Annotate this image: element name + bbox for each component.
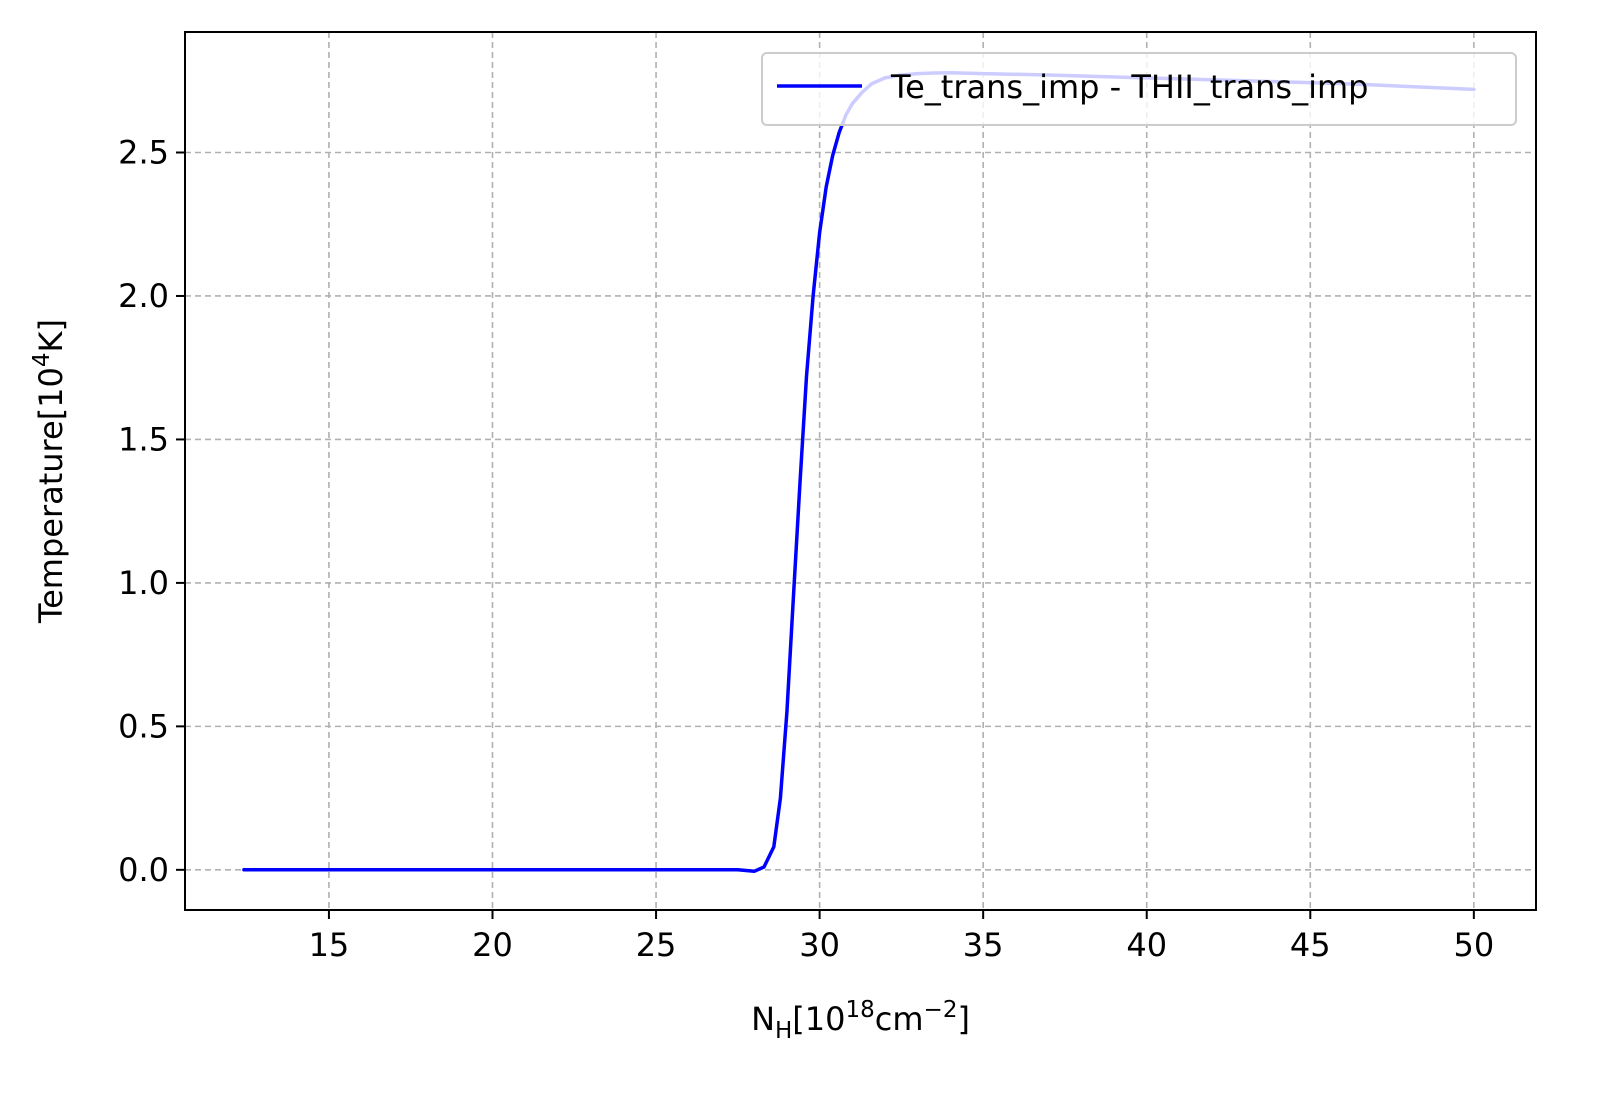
x-label-close: ] [957, 1000, 969, 1038]
y-tick-label: 0.0 [118, 851, 169, 889]
legend-label: Te_trans_imp - THII_trans_imp [890, 68, 1368, 106]
y-tick-label: 2.0 [118, 277, 169, 315]
y-label-close: K] [32, 319, 70, 352]
x-tick-label: 40 [1126, 926, 1167, 964]
y-tick-label: 1.0 [118, 564, 169, 602]
x-tick-label: 15 [309, 926, 350, 964]
x-axis-label: NH[1018cm−2] [751, 997, 970, 1044]
legend-box [761, 52, 1517, 126]
y-tick-label: 0.5 [118, 707, 169, 745]
x-label-main: N [751, 1000, 775, 1038]
x-tick-label: 35 [963, 926, 1004, 964]
legend: Te_trans_imp - THII_trans_imp [761, 52, 1517, 126]
y-axis-label: Temperature[104K] [29, 319, 70, 624]
x-label-unit-exponent: −2 [924, 997, 958, 1023]
x-tick-label: 20 [472, 926, 513, 964]
grid [185, 32, 1536, 910]
x-tick-label: 45 [1290, 926, 1331, 964]
y-label-main: Temperature[10 [32, 367, 70, 624]
x-tick-label: 30 [799, 926, 840, 964]
x-label-exponent: 18 [846, 997, 875, 1023]
x-label-subscript: H [775, 1018, 792, 1044]
y-tick-label: 1.5 [118, 420, 169, 458]
ticks: 15 20 25 30 35 40 45 50 0.0 0.5 1.0 1.5 2.0 2.5 [118, 134, 1494, 964]
y-tick-label: 2.5 [118, 134, 169, 172]
x-label-open: [10 [792, 1000, 845, 1038]
x-tick-label: 50 [1453, 926, 1494, 964]
x-tick-label: 25 [636, 926, 677, 964]
x-label-unit: cm [875, 1000, 924, 1038]
y-label-exponent: 4 [29, 352, 55, 367]
plot-frame [184, 31, 1537, 911]
